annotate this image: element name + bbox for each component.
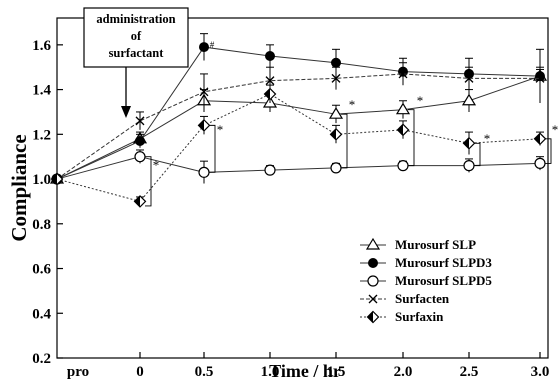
- x-tick-label: 1.5: [327, 364, 346, 380]
- y-tick-label: 1.0: [32, 172, 51, 188]
- series-murosurf-slpd5: [51, 149, 546, 185]
- legend-item: Surfacten: [360, 291, 450, 306]
- data-point: [535, 73, 545, 83]
- significance-star: *: [484, 131, 491, 146]
- legend-label: Murosurf SLPD5: [395, 273, 492, 288]
- marker-fill: [534, 133, 540, 145]
- marker-fill: [198, 119, 204, 131]
- data-point: [464, 73, 474, 83]
- data-point: [330, 162, 342, 174]
- significance-star: *: [217, 122, 224, 137]
- data-point: [199, 42, 209, 53]
- data-point: [135, 136, 145, 147]
- significance-star: *: [349, 97, 356, 112]
- marker-stroke: [135, 116, 145, 126]
- legend-marker: [368, 294, 378, 304]
- annotation-text: administration: [96, 12, 175, 26]
- marker-fill: [367, 311, 373, 323]
- marker-fill: [51, 173, 57, 185]
- data-point: [398, 69, 408, 79]
- y-tick-label: 1.6: [32, 38, 51, 54]
- legend-item: Murosurf SLPD3: [360, 255, 492, 270]
- plot-frame: [56, 17, 549, 359]
- annotation-text: of: [131, 29, 142, 43]
- x-tick-label: 2.5: [460, 364, 479, 380]
- marker-fill: [330, 128, 336, 140]
- annotation-text: surfactant: [109, 46, 165, 60]
- data-point: [534, 157, 546, 169]
- data-point: [135, 116, 145, 126]
- significance-bracket: [341, 113, 348, 169]
- series-line: [56, 93, 541, 202]
- data-point: [199, 87, 209, 97]
- data-point: [463, 160, 475, 172]
- data-point: [265, 76, 275, 86]
- marker-fill: [463, 137, 469, 149]
- legend-label: Murosurf SLPD3: [395, 255, 492, 270]
- marker-fill: [134, 195, 140, 207]
- series-line: [56, 75, 541, 180]
- marker-stroke: [535, 73, 545, 83]
- hash-mark: #: [210, 40, 215, 50]
- x-tick-label: pro: [67, 364, 89, 380]
- significance-bracket: [408, 109, 415, 167]
- data-point: [397, 160, 409, 172]
- marker-stroke: [398, 69, 408, 79]
- y-tick-label: 0.4: [32, 306, 51, 322]
- legend-marker: [365, 237, 381, 250]
- x-tick-label: 0: [136, 364, 144, 380]
- annotation-box: [83, 7, 189, 68]
- significance-star: *: [153, 158, 160, 173]
- legend-item: Murosurf SLP: [360, 237, 476, 252]
- data-point: [328, 107, 344, 119]
- significance-star: *: [552, 122, 559, 137]
- x-tick-label: 1.0: [261, 364, 280, 380]
- marker-stroke: [265, 76, 275, 86]
- data-point: [264, 164, 276, 176]
- y-tick-label: 0.8: [32, 217, 51, 233]
- significance-star: *: [417, 93, 424, 108]
- legend-item: Surfaxin: [360, 309, 444, 324]
- marker-stroke: [331, 73, 341, 83]
- annotation-layer: administration of surfactant * * * * * * #: [83, 7, 559, 207]
- legend-marker: [367, 275, 379, 287]
- significance-bracket: [474, 142, 481, 167]
- x-tick-label: 2.0: [394, 364, 413, 380]
- legend-label: Murosurf SLP: [395, 237, 476, 252]
- significance-bracket: [209, 124, 216, 173]
- significance-bracket: [545, 138, 552, 164]
- marker-stroke: [464, 73, 474, 83]
- data-point: [331, 73, 341, 83]
- marker-fill: [397, 124, 403, 136]
- series-surfaxin: [50, 84, 547, 208]
- annotation-arrow-head: [121, 106, 131, 118]
- legend-item: Murosurf SLPD5: [360, 273, 492, 288]
- y-tick-label: 0.6: [32, 262, 51, 278]
- x-tick-label: 0.5: [195, 364, 214, 380]
- data-point: [461, 93, 477, 106]
- data-point: [198, 166, 210, 178]
- y-tick-label: 1.2: [32, 127, 51, 143]
- marker-fill: [264, 88, 270, 100]
- legend-label: Surfacten: [395, 291, 450, 306]
- legend-marker: [368, 258, 378, 268]
- series-line: [56, 46, 541, 180]
- legend: Murosurf SLP Murosurf SLPD3 Murosurf SLPD5…: [360, 237, 492, 324]
- data-point: [134, 151, 146, 163]
- y-axis-title: Compliance: [7, 134, 31, 241]
- x-tick-label: 3.0: [531, 364, 550, 380]
- data-point: [395, 102, 411, 115]
- x-axis-title: Time / hr: [269, 361, 341, 381]
- marker-stroke: [199, 87, 209, 97]
- legend-label: Surfaxin: [395, 309, 444, 324]
- y-tick-label: 0.2: [32, 351, 51, 367]
- series-line: [56, 73, 540, 180]
- data-point: [265, 51, 275, 62]
- axes: 0.2 0.4 0.6 0.8 1.0 1.2 1.4 1.6 pro 0 0.5 1.0 1.5 2.0…: [7, 17, 550, 381]
- y-tick-label: 1.4: [32, 83, 51, 99]
- significance-bracket: [145, 156, 152, 207]
- data-point: [331, 57, 341, 68]
- marker-stroke: [368, 294, 378, 304]
